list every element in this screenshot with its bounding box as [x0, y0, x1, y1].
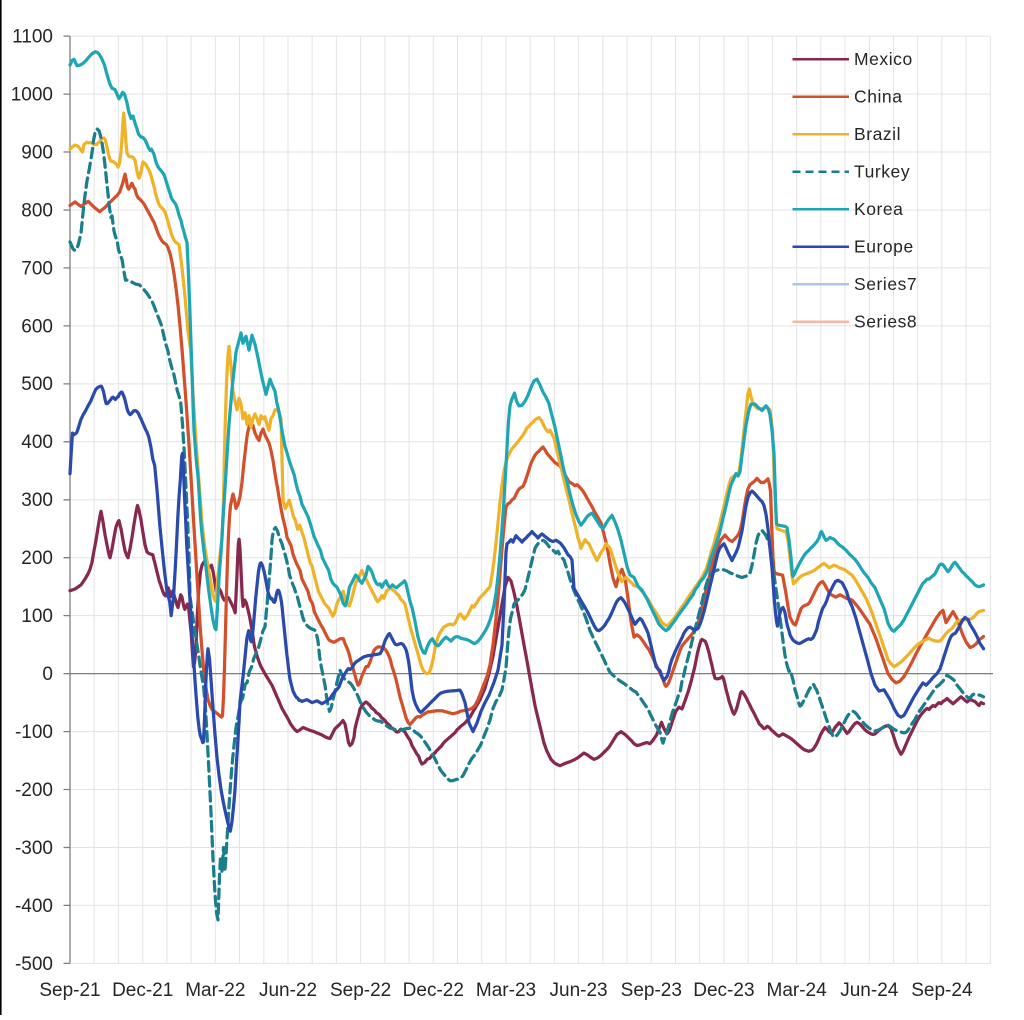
svg-text:-100: -100: [15, 722, 53, 743]
svg-text:Jun-22: Jun-22: [259, 980, 317, 1001]
svg-text:Sep-23: Sep-23: [621, 980, 682, 1001]
svg-text:0: 0: [42, 664, 53, 685]
svg-text:200: 200: [21, 548, 53, 569]
svg-text:Series8: Series8: [854, 311, 917, 331]
svg-text:Brazil: Brazil: [854, 124, 901, 144]
svg-text:Mar-24: Mar-24: [767, 980, 828, 1001]
svg-text:100: 100: [21, 606, 53, 627]
svg-text:Europe: Europe: [854, 236, 914, 256]
svg-text:800: 800: [21, 200, 53, 221]
svg-text:400: 400: [21, 432, 53, 453]
svg-text:500: 500: [21, 374, 53, 395]
svg-text:700: 700: [21, 258, 53, 279]
svg-text:-500: -500: [15, 954, 53, 975]
svg-text:Mar-23: Mar-23: [476, 980, 536, 1001]
svg-text:Series7: Series7: [854, 274, 917, 294]
svg-text:-300: -300: [15, 838, 53, 859]
svg-text:Turkey: Turkey: [854, 161, 910, 181]
svg-text:Mexico: Mexico: [854, 49, 913, 69]
svg-text:Dec-21: Dec-21: [112, 980, 173, 1001]
svg-text:-200: -200: [15, 780, 53, 801]
svg-text:300: 300: [21, 490, 53, 511]
svg-text:Jun-24: Jun-24: [840, 980, 899, 1001]
svg-text:China: China: [854, 86, 902, 106]
svg-text:Dec-22: Dec-22: [403, 980, 464, 1001]
svg-text:Sep-22: Sep-22: [330, 980, 391, 1001]
svg-text:Dec-23: Dec-23: [693, 980, 754, 1001]
svg-text:-400: -400: [15, 896, 53, 917]
svg-text:900: 900: [21, 142, 53, 163]
svg-text:Jun-23: Jun-23: [550, 980, 608, 1001]
svg-text:Korea: Korea: [854, 199, 903, 219]
svg-text:Sep-24: Sep-24: [911, 980, 973, 1001]
svg-text:1100: 1100: [12, 27, 53, 48]
svg-text:600: 600: [21, 316, 53, 337]
svg-text:Sep-21: Sep-21: [39, 980, 100, 1001]
svg-text:Mar-22: Mar-22: [185, 980, 245, 1001]
svg-text:1000: 1000: [11, 85, 53, 106]
